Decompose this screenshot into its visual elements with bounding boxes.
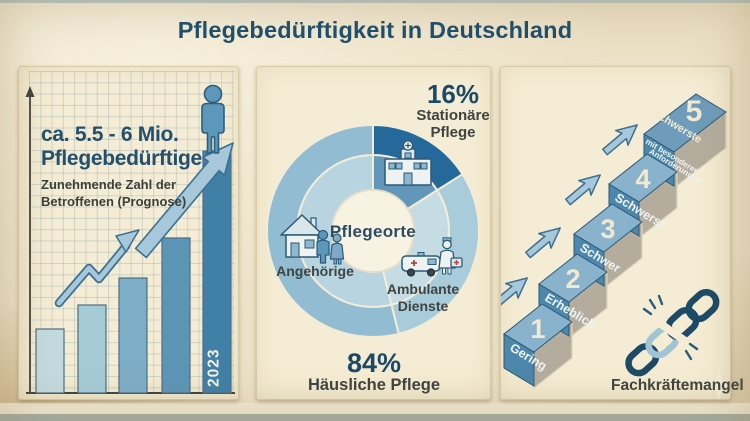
fachkraeftemangel-caption: Fachkräftemangel: [611, 377, 744, 394]
house-family-icon: [280, 214, 345, 265]
bar-3: [118, 277, 148, 394]
step-3-number: 3: [600, 214, 615, 244]
broken-chain-icon: [625, 288, 720, 377]
panel-prognose: 2023 ca. 5.5 - 6 Mio. Pflegebedürftige Z…: [18, 66, 239, 400]
y-axis-arrow-icon: [25, 86, 35, 97]
prognose-subline-1: Zunehmende Zahl der: [41, 177, 177, 192]
prognose-headline-2: Pflegebedürftige: [41, 147, 202, 170]
segment-label-angehoerige: Angehörige: [276, 263, 354, 279]
stat-haeusliche-value: 84%: [346, 348, 402, 378]
up-arrow-icon: [561, 166, 608, 211]
paper-top-edge: [0, 0, 750, 3]
step-4-number: 4: [635, 164, 650, 194]
paper-bottom-edge-dark: [0, 414, 750, 421]
panel-pflegegrade: 5 Schwerste mit besonderen Anforderungen…: [500, 66, 744, 400]
bar-1: [35, 328, 65, 394]
step-1: 1 Gering: [503, 303, 573, 387]
page-title: Pflegebedürftigkeit in Deutschland: [177, 17, 573, 43]
bar-2: [77, 304, 107, 394]
bar-year-label: 2023: [206, 349, 223, 387]
prognose-subline-2: Betroffenen (Prognose): [41, 193, 187, 209]
bar-5: [202, 150, 232, 394]
ambulance-icon: [401, 252, 441, 277]
hospital-icon: [384, 140, 432, 186]
donut-segment-ring-2: [266, 123, 400, 338]
prognose-text-block: ca. 5.5 - 6 Mio. Pflegebedürftige Zunehm…: [41, 123, 202, 210]
prognose-headline-1: ca. 5.5 - 6 Mio.: [41, 123, 179, 146]
paper-bottom-edge-light: [0, 403, 750, 414]
pflegeorte-chart: [266, 123, 480, 338]
nurse-icon: [438, 237, 463, 275]
bar-4: [161, 237, 191, 394]
panel-pflegeorte: 16% Stationäre Pflege Pflegeorte Angehör…: [256, 66, 491, 400]
stat-stationaere: 16% Stationäre Pflege: [406, 81, 500, 141]
step-1-number: 1: [530, 314, 545, 344]
segment-label-ambulante: Ambulante Dienste: [386, 281, 460, 314]
break-burst-lines: [642, 294, 699, 361]
stat-stationaere-label-1: Stationäre: [416, 107, 490, 124]
stat-stationaere-value: 16%: [426, 79, 480, 109]
step-5-number: 5: [686, 95, 703, 128]
donut-center-label: Pflegeorte: [329, 222, 417, 241]
stat-stationaere-label-2: Pflege: [430, 123, 476, 141]
step-2-number: 2: [565, 264, 580, 294]
stat-haeusliche-label: Häusliche Pflege: [307, 376, 441, 394]
sparkle-icon: [703, 369, 730, 399]
up-arrow-icon: [598, 116, 645, 161]
stair-side-faces: [533, 110, 727, 390]
bar-series: [35, 150, 232, 394]
pflegegrade-diagram: 5 Schwerste mit besonderen Anforderungen…: [501, 93, 730, 399]
donut-hole: [331, 189, 415, 273]
growth-arrow-icon: [134, 142, 234, 259]
prognose-chart: 2023: [25, 84, 235, 394]
person-icon: [201, 84, 225, 154]
up-arrow-icon: [501, 269, 535, 314]
trend-arrow-icon: [54, 229, 140, 308]
up-arrow-icon: [521, 219, 568, 264]
stat-haeusliche: 84% Häusliche Pflege: [304, 350, 444, 394]
